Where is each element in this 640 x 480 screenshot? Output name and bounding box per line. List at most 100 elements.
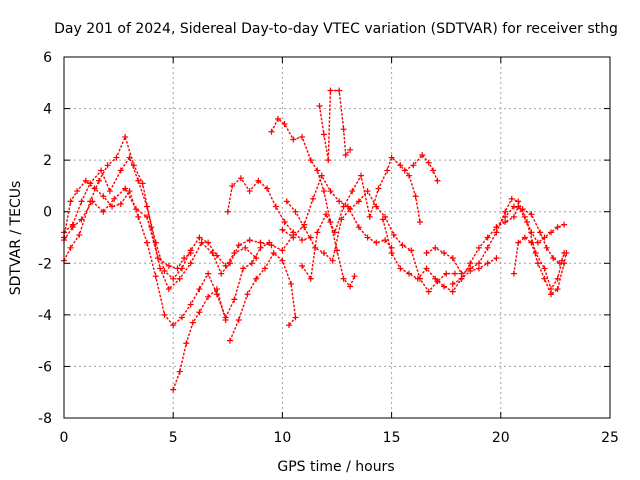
data-point — [196, 234, 203, 241]
data-point — [213, 286, 220, 293]
data-point — [449, 288, 456, 295]
data-point — [176, 275, 183, 282]
data-point — [299, 133, 306, 140]
data-point — [235, 242, 242, 249]
data-point — [388, 249, 395, 256]
data-point — [423, 249, 430, 256]
data-point — [342, 151, 349, 158]
data-point — [423, 265, 430, 272]
data-point — [534, 260, 541, 267]
data-point — [126, 188, 133, 195]
data-point — [242, 244, 249, 251]
data-point — [475, 260, 482, 267]
data-point — [554, 224, 561, 231]
data-point — [550, 255, 557, 262]
data-point — [441, 283, 448, 290]
tick-labels: 0 5 10 15 20 25 -8 -6 -4 -2 0 2 4 6 — [38, 50, 619, 446]
data-point — [502, 219, 509, 226]
data-point — [327, 188, 334, 195]
data-point — [161, 268, 168, 275]
data-point — [246, 188, 253, 195]
data-point — [187, 260, 194, 267]
data-point — [336, 87, 343, 94]
data-point — [347, 283, 354, 290]
data-point — [554, 286, 561, 293]
data-point — [510, 213, 517, 220]
data-point — [189, 319, 196, 326]
data-point — [521, 234, 528, 241]
data-point — [231, 296, 238, 303]
data-point — [98, 167, 105, 174]
data-point — [364, 234, 371, 241]
data-point — [502, 213, 509, 220]
data-point — [475, 265, 482, 272]
data-point — [67, 198, 74, 205]
data-point — [161, 311, 168, 318]
data-point — [307, 275, 314, 282]
data-point — [323, 211, 330, 218]
data-point — [384, 167, 391, 174]
data-point — [331, 229, 338, 236]
data-point — [235, 317, 242, 324]
data-point — [122, 133, 129, 140]
grid-lines — [64, 57, 610, 418]
data-point — [493, 255, 500, 262]
data-point — [139, 180, 146, 187]
data-point — [519, 206, 526, 213]
data-point — [397, 162, 404, 169]
data-point — [449, 255, 456, 262]
data-point — [563, 249, 570, 256]
data-point — [406, 172, 413, 179]
data-point — [366, 213, 373, 220]
data-point — [401, 167, 408, 174]
data-point — [279, 247, 286, 254]
data-point — [246, 237, 253, 244]
data-point — [272, 203, 279, 210]
data-point — [484, 244, 491, 251]
data-point — [334, 247, 340, 254]
data-point — [543, 244, 550, 251]
x-tick-label: 20 — [492, 430, 510, 446]
data-point — [373, 203, 380, 210]
data-point — [237, 175, 244, 182]
data-point — [408, 247, 415, 254]
data-point — [290, 136, 297, 143]
y-tick-label: -6 — [38, 359, 52, 375]
data-point — [170, 322, 177, 329]
data-point — [255, 177, 262, 184]
plot-frame — [63, 56, 611, 419]
data-point — [288, 280, 295, 287]
data-point — [336, 198, 343, 205]
data-point — [441, 249, 448, 256]
y-tick-label: -2 — [38, 256, 52, 272]
y-tick-label: 0 — [43, 205, 52, 221]
data-point — [382, 237, 389, 244]
data-point — [388, 154, 395, 161]
data-point — [467, 260, 474, 267]
series-6 — [226, 249, 299, 344]
data-point — [213, 252, 220, 259]
data-point — [314, 167, 321, 174]
y-tick-label: -4 — [38, 308, 52, 324]
data-point — [458, 270, 465, 277]
data-point — [375, 185, 382, 192]
data-point — [524, 219, 531, 226]
y-tick-label: 2 — [43, 153, 52, 169]
data-point — [257, 239, 264, 246]
y-tick-label: 4 — [43, 102, 52, 118]
x-axis-label: GPS time / hours — [277, 459, 394, 475]
data-point — [541, 275, 548, 282]
data-point — [541, 265, 548, 272]
data-point — [285, 322, 292, 329]
data-point — [198, 239, 205, 246]
x-tick-label: 15 — [383, 430, 401, 446]
data-point — [338, 216, 345, 223]
data-point — [349, 188, 356, 195]
data-point — [412, 193, 419, 200]
series-18 — [510, 234, 570, 298]
data-point — [430, 167, 437, 174]
data-point — [443, 270, 450, 277]
data-point — [89, 198, 96, 205]
data-point — [561, 221, 568, 228]
series-14 — [401, 151, 441, 184]
